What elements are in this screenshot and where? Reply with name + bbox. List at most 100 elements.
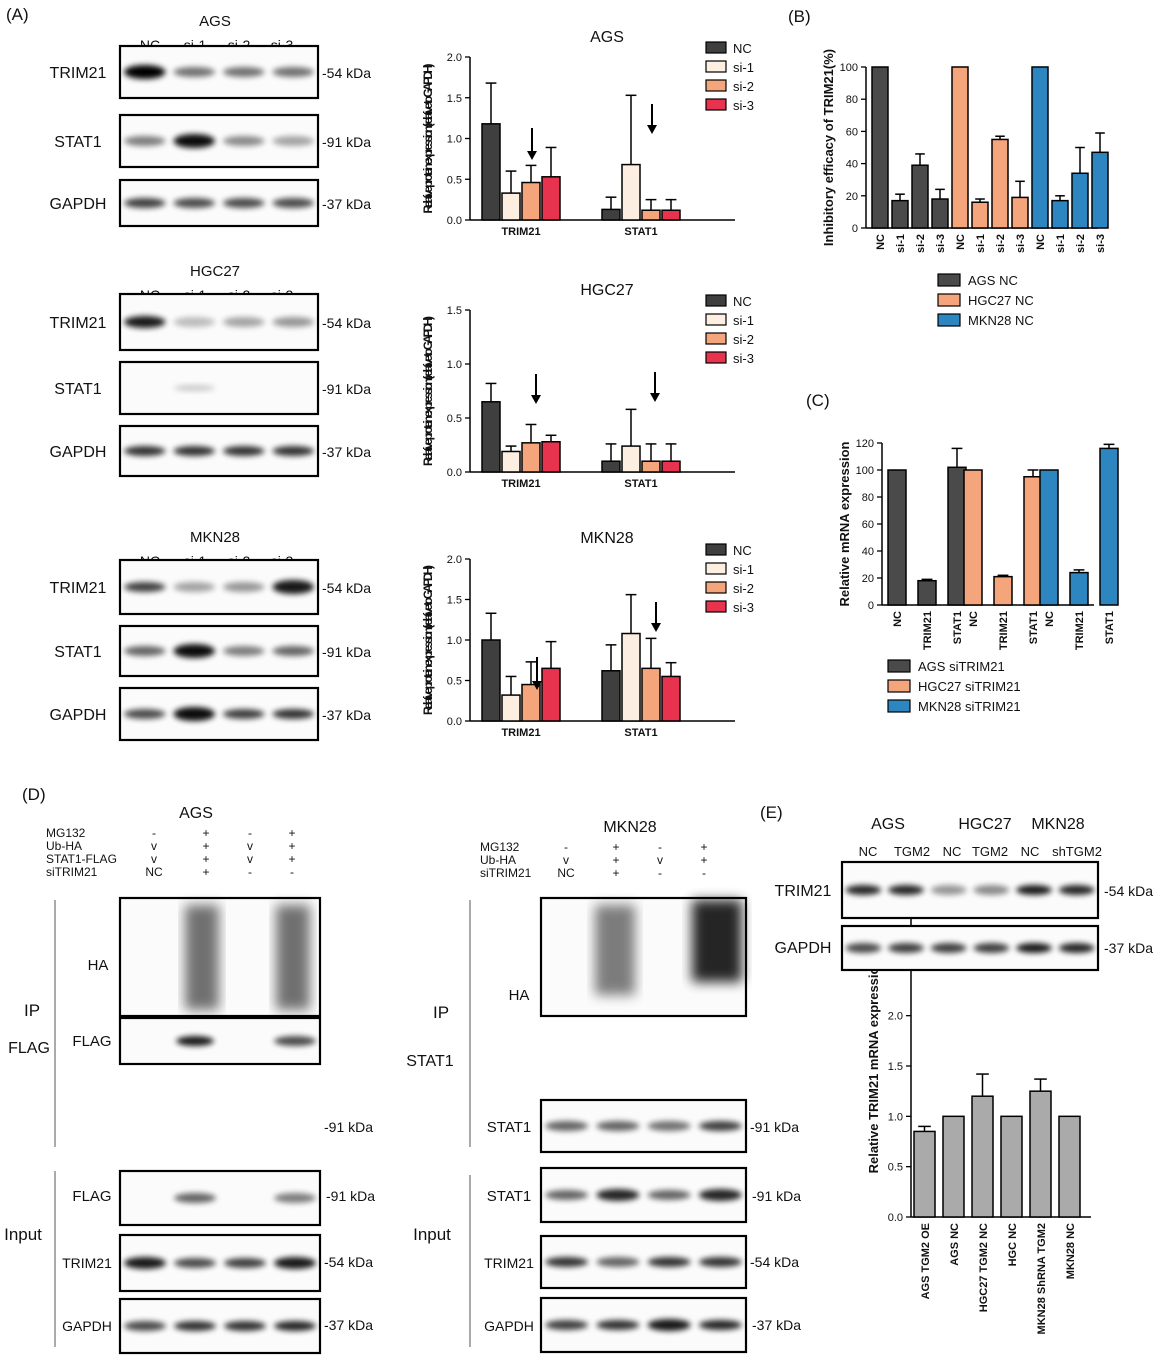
x-tick-label: NC (1035, 234, 1047, 250)
x-tick-label: AGS TGM2 OE (920, 1223, 932, 1299)
legend-label: si-2 (733, 332, 754, 347)
band (124, 1321, 166, 1331)
y-tick-label: 1.5 (888, 1061, 903, 1073)
band (596, 1189, 640, 1201)
input-label: Input (4, 1225, 42, 1244)
condition-value: + (202, 865, 209, 879)
mw-label: -37 kDa (322, 707, 371, 723)
row-label: HA (509, 987, 530, 1004)
band (123, 582, 166, 592)
condition-value: + (202, 826, 209, 840)
band (173, 446, 216, 456)
row-label: STAT1 (487, 1188, 531, 1205)
y-tick-label: 0.5 (447, 174, 462, 186)
bar (951, 66, 969, 229)
condition-value: v (247, 839, 253, 853)
row-label: GAPDH (775, 940, 832, 957)
lane-label: NC (1021, 844, 1040, 859)
mw-label: -91 kDa (750, 1119, 799, 1135)
y-tick-label: 1.0 (447, 134, 462, 146)
band (698, 1189, 742, 1201)
legend-swatch (887, 679, 911, 693)
smear (276, 905, 310, 1010)
band (888, 943, 924, 953)
y-tick-label: 0.5 (447, 676, 462, 688)
x-tick-label: NC (968, 611, 980, 627)
ip-label: IP (24, 1001, 40, 1020)
chart-title: HGC27 (580, 282, 633, 299)
bar (501, 192, 521, 221)
legend-label: si-3 (733, 351, 754, 366)
condition-value: - (658, 840, 662, 854)
legend-swatch (937, 313, 961, 327)
band (274, 1193, 316, 1203)
y-tick-label: 1.0 (447, 635, 462, 647)
band (272, 67, 315, 77)
mw-label: -37 kDa (322, 196, 371, 212)
band (222, 709, 265, 719)
band (224, 1258, 266, 1268)
band (222, 582, 265, 592)
legend-label: NC (733, 294, 752, 309)
condition-value: - (248, 865, 252, 879)
bar (871, 66, 889, 229)
blot-hgc27-stat1 (118, 360, 320, 416)
bar (621, 163, 641, 221)
bar (541, 441, 561, 473)
y-tick-label: 20 (846, 191, 858, 203)
bar (601, 670, 621, 722)
mw-label: -91 kDa (752, 1188, 801, 1204)
lane-label: NC (943, 844, 962, 859)
mw-label: -91 kDa (322, 134, 371, 150)
panel-label-b: (B) (788, 7, 811, 26)
row-label: TRIM21 (50, 315, 107, 332)
legend-swatch (705, 60, 727, 73)
row-label: FLAG (72, 1033, 111, 1050)
bar (993, 575, 1013, 606)
band (123, 446, 166, 456)
panel-label-d: (D) (22, 785, 46, 804)
x-tick-label: si-2 (995, 234, 1007, 253)
band (272, 317, 315, 327)
legend-swatch (705, 41, 727, 54)
arrow-head (650, 393, 660, 402)
y-tick-label: 1.5 (447, 305, 462, 317)
legend-label: AGS siTRIM21 (918, 659, 1005, 674)
condition-value: + (288, 839, 295, 853)
condition-label: STAT1-FLAG (46, 852, 117, 866)
row-label: GAPDH (62, 1318, 112, 1334)
band (222, 136, 265, 146)
condition-value: - (564, 840, 568, 854)
band (930, 943, 967, 953)
bar (911, 164, 929, 229)
y-tick-label: 100 (856, 465, 874, 477)
x-tick-label: STAT1 (624, 226, 657, 238)
row-label: TRIM21 (484, 1255, 534, 1271)
condition-value: - (658, 866, 662, 880)
band (123, 646, 166, 656)
band (222, 198, 265, 208)
condition-value: + (612, 853, 619, 867)
bar (1091, 151, 1109, 229)
mw-label: -54 kDa (322, 315, 371, 331)
band (222, 646, 265, 656)
y-axis-label: Relative protein expression (relative to… (421, 64, 435, 214)
condition-value: + (202, 852, 209, 866)
band (596, 1320, 640, 1330)
band (173, 317, 216, 327)
bar (601, 208, 621, 221)
y-tick-label: 80 (862, 492, 874, 504)
condition-value: + (612, 840, 619, 854)
band (274, 1036, 316, 1046)
legend-label: NC (733, 543, 752, 558)
y-axis-label: Inhibitory efficacy of TRIM21(%) (821, 49, 836, 246)
row-label: STAT1 (487, 1119, 531, 1136)
legend-swatch (705, 98, 727, 111)
y-tick-label: 1.5 (447, 595, 462, 607)
band (173, 67, 216, 77)
x-tick-label: TRIM21 (501, 478, 540, 490)
bar (501, 694, 521, 722)
x-tick-label: TRIM21 (998, 611, 1010, 650)
legend-swatch (705, 581, 727, 594)
band (123, 198, 166, 208)
